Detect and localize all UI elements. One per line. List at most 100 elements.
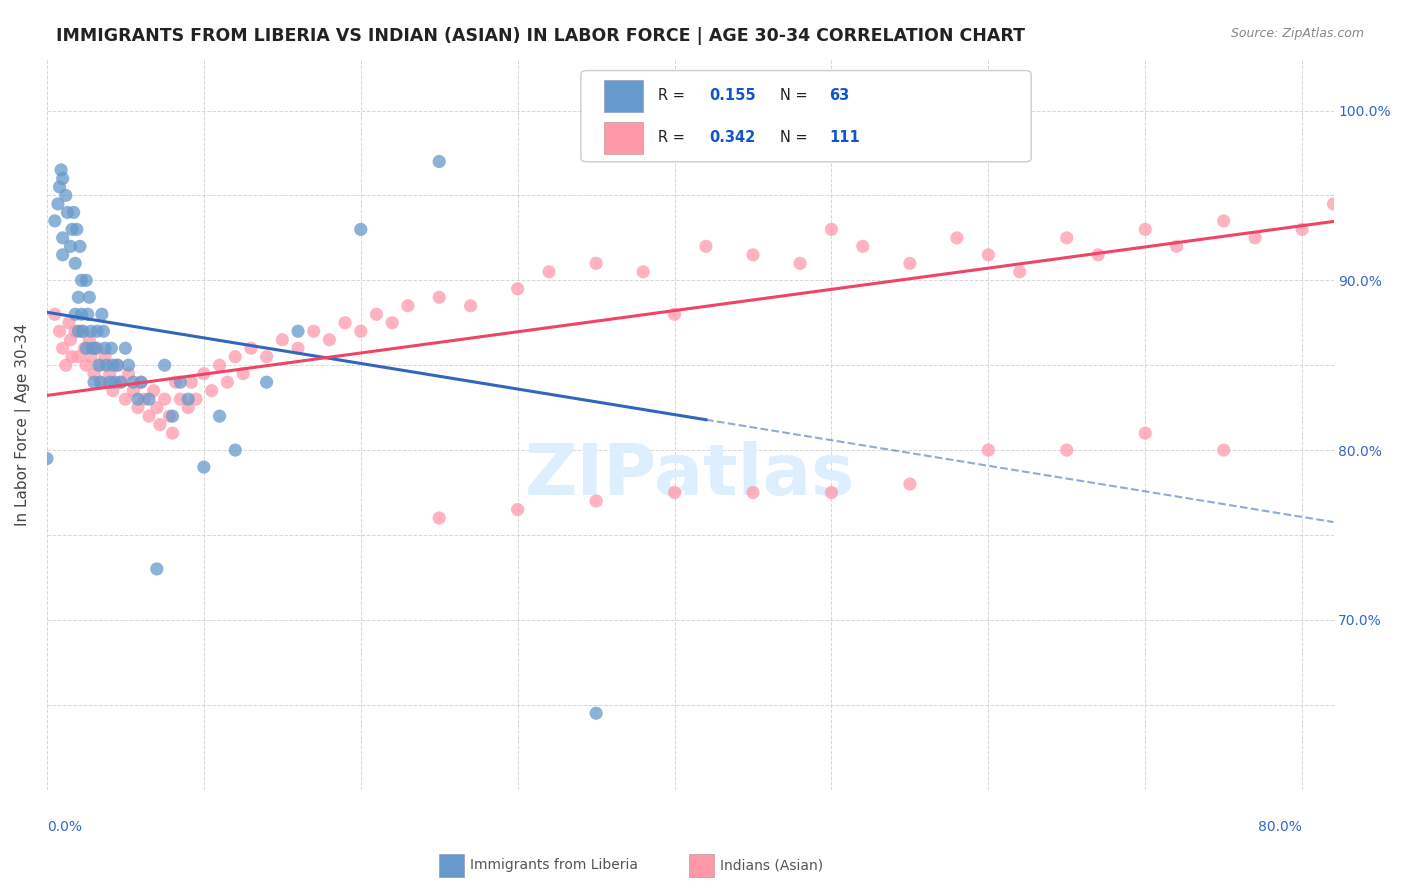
Point — [664, 307, 686, 321]
Point — [52, 248, 75, 262]
Point — [232, 367, 254, 381]
Point — [44, 214, 66, 228]
Point — [48, 180, 70, 194]
Point — [100, 341, 122, 355]
Point — [789, 256, 811, 270]
Point — [63, 256, 86, 270]
FancyBboxPatch shape — [605, 80, 643, 112]
Point — [35, 451, 58, 466]
Point — [79, 290, 101, 304]
Point — [631, 265, 654, 279]
Point — [177, 401, 200, 415]
Point — [67, 350, 90, 364]
Text: Immigrants from Liberia: Immigrants from Liberia — [470, 858, 637, 872]
Point — [287, 341, 309, 355]
Point — [69, 239, 91, 253]
Text: 80.0%: 80.0% — [1258, 821, 1302, 834]
Point — [898, 477, 921, 491]
Point — [60, 350, 83, 364]
Text: ZIPatlas: ZIPatlas — [526, 442, 855, 510]
Point — [46, 197, 69, 211]
Bar — [439, 854, 464, 877]
Point — [1322, 197, 1344, 211]
Point — [180, 375, 202, 389]
Point — [742, 485, 765, 500]
Point — [427, 290, 450, 304]
Point — [1135, 426, 1157, 441]
Point — [83, 375, 105, 389]
Point — [201, 384, 224, 398]
Point — [52, 341, 75, 355]
Point — [381, 316, 404, 330]
Point — [55, 358, 77, 372]
Point — [63, 324, 86, 338]
Point — [1212, 443, 1234, 458]
Point — [427, 154, 450, 169]
Point — [1056, 443, 1078, 458]
Point — [63, 307, 86, 321]
Point — [366, 307, 388, 321]
Point — [114, 392, 136, 406]
Point — [138, 409, 160, 424]
FancyBboxPatch shape — [581, 70, 1031, 161]
Point — [333, 316, 356, 330]
Point — [852, 239, 875, 253]
Point — [66, 222, 89, 236]
Point — [460, 299, 482, 313]
Point — [302, 324, 325, 338]
Point — [86, 341, 108, 355]
Point — [138, 392, 160, 406]
Point — [55, 188, 77, 202]
Text: N =: N = — [780, 130, 813, 145]
Point — [103, 375, 125, 389]
Point — [80, 324, 103, 338]
Point — [396, 299, 419, 313]
Point — [101, 384, 124, 398]
Point — [664, 485, 686, 500]
Point — [114, 341, 136, 355]
Point — [820, 485, 842, 500]
Point — [427, 511, 450, 525]
Point — [239, 341, 262, 355]
Point — [585, 256, 607, 270]
Point — [1212, 214, 1234, 228]
Point — [506, 502, 529, 516]
Point — [59, 333, 82, 347]
Point — [1135, 222, 1157, 236]
Point — [217, 375, 239, 389]
Point — [142, 384, 165, 398]
Point — [52, 231, 75, 245]
Text: 63: 63 — [830, 88, 849, 103]
Point — [127, 401, 149, 415]
Point — [184, 392, 207, 406]
Bar — [689, 854, 714, 877]
Point — [946, 231, 969, 245]
Point — [664, 103, 686, 118]
Point — [256, 350, 278, 364]
Point — [86, 324, 108, 338]
Point — [585, 494, 607, 508]
Point — [224, 350, 246, 364]
Point — [90, 375, 112, 389]
Point — [256, 375, 278, 389]
FancyBboxPatch shape — [605, 122, 643, 154]
Point — [52, 171, 75, 186]
Point — [72, 324, 94, 338]
Point — [149, 417, 172, 432]
Point — [80, 350, 103, 364]
Point — [98, 375, 121, 389]
Point — [117, 358, 139, 372]
Point — [87, 358, 110, 372]
Point — [129, 375, 152, 389]
Text: Source: ZipAtlas.com: Source: ZipAtlas.com — [1230, 27, 1364, 40]
Point — [122, 375, 145, 389]
Point — [537, 265, 560, 279]
Point — [350, 222, 373, 236]
Point — [107, 358, 129, 372]
Point — [90, 307, 112, 321]
Point — [224, 443, 246, 458]
Text: 111: 111 — [830, 130, 860, 145]
Point — [96, 358, 118, 372]
Point — [153, 358, 176, 372]
Point — [58, 316, 80, 330]
